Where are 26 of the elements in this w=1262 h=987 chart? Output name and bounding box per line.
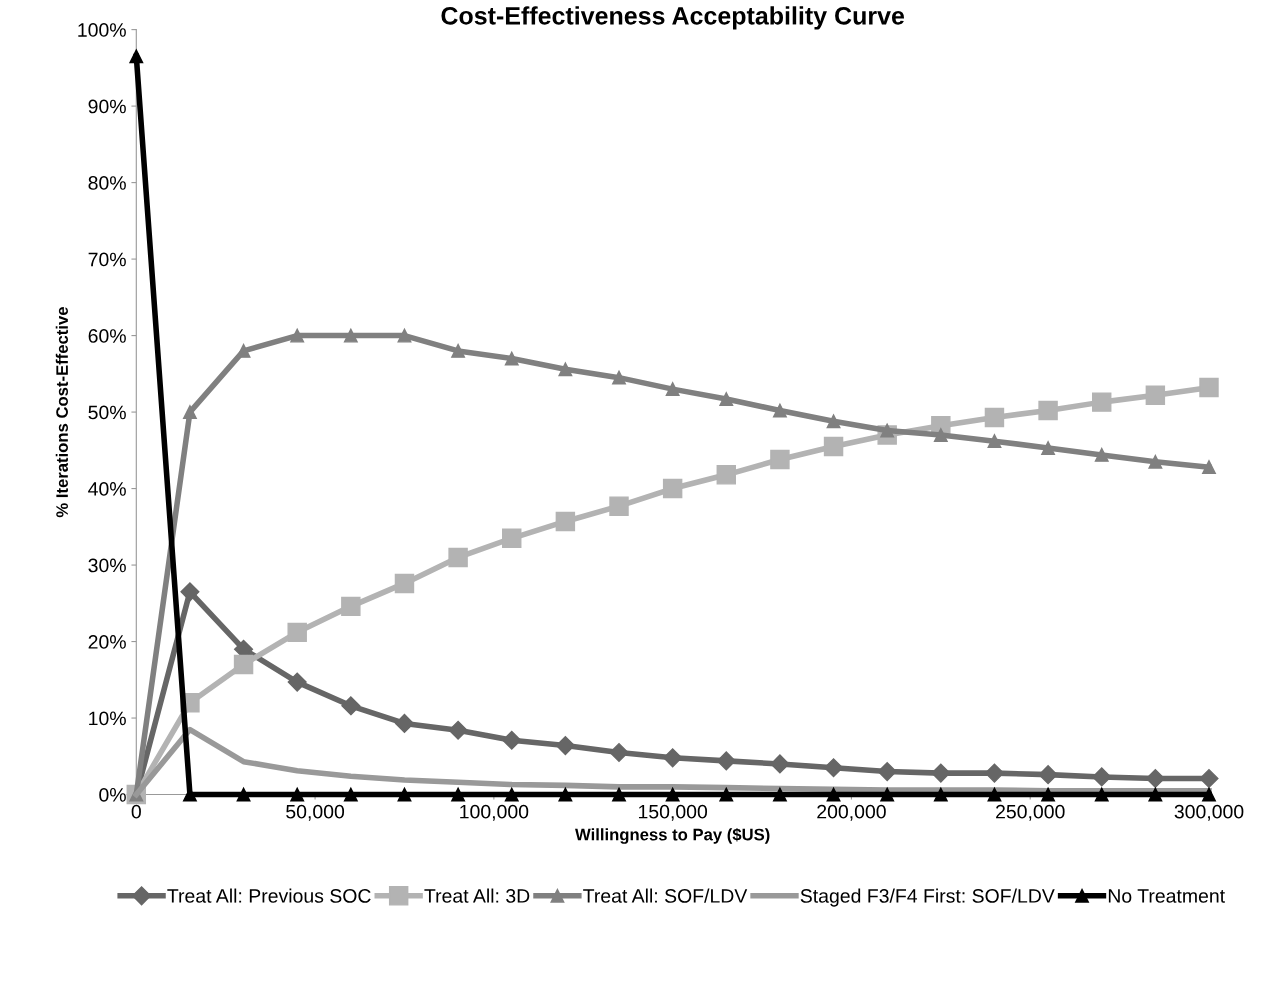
x-axis-title: Willingness to Pay ($US) (575, 827, 770, 844)
x-tick-label: 0 (131, 804, 141, 819)
y-tick-label: 20% (88, 635, 126, 649)
y-tick-label: 80% (88, 176, 126, 190)
y-tick-label: 30% (88, 558, 126, 573)
y-tick-label: 100% (78, 23, 126, 37)
y-tick-label: 40% (88, 482, 126, 496)
x-tick-label: 150,000 (638, 804, 708, 821)
x-tick-label: 250,000 (996, 804, 1065, 821)
x-tick-label: 300,000 (1174, 804, 1244, 821)
legend-label: Treat All: Previous SOC (167, 888, 371, 903)
y-tick-label: 0% (99, 788, 126, 802)
y-tick-label: 90% (88, 99, 126, 114)
legend-label: No Treatment (1108, 889, 1225, 903)
y-tick-label: 50% (88, 405, 126, 420)
x-tick-label: 50,000 (286, 804, 345, 821)
y-axis-title: % Iterations Cost-Effective (55, 307, 68, 518)
x-tick-label: 200,000 (817, 804, 886, 821)
x-tick-label: 100,000 (460, 804, 529, 821)
legend-label: Staged F3/F4 First: SOF/LDV (800, 888, 1055, 907)
y-tick-label: 60% (88, 329, 126, 343)
y-tick-label: 70% (88, 252, 126, 267)
legend-label: Treat All: 3D (424, 888, 530, 903)
chart-title: Cost-Effectiveness Acceptability Curve (441, 6, 905, 30)
y-tick-label: 10% (89, 711, 126, 726)
legend-label: Treat All: SOF/LDV (583, 888, 748, 903)
